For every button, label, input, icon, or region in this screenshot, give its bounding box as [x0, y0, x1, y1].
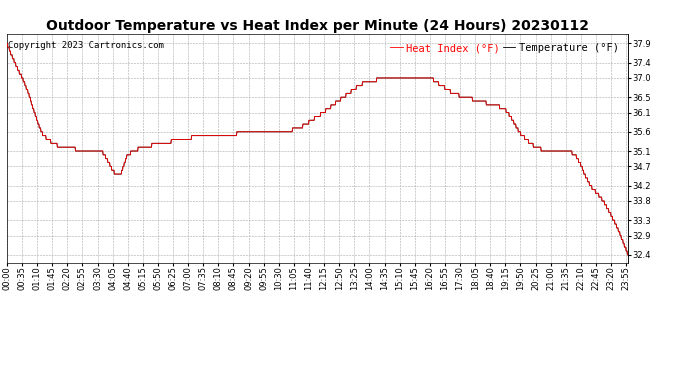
- Title: Outdoor Temperature vs Heat Index per Minute (24 Hours) 20230112: Outdoor Temperature vs Heat Index per Mi…: [46, 19, 589, 33]
- Text: Copyright 2023 Cartronics.com: Copyright 2023 Cartronics.com: [8, 40, 164, 50]
- Legend: Heat Index (°F), Temperature (°F): Heat Index (°F), Temperature (°F): [386, 39, 622, 57]
